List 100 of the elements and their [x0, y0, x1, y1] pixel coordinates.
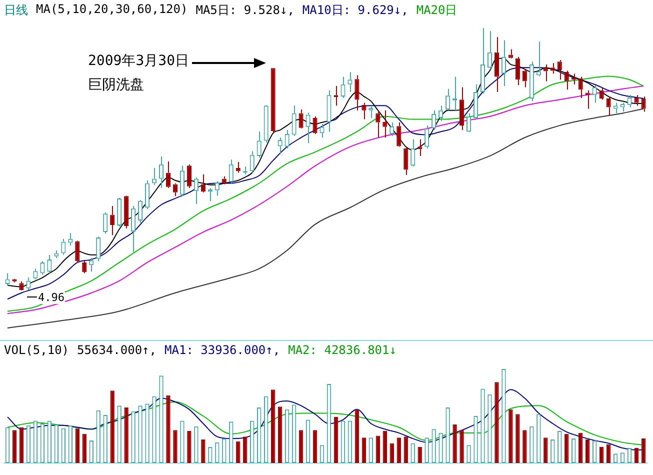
candlestick	[564, 70, 569, 90]
bar	[452, 424, 457, 463]
candlestick	[606, 96, 611, 116]
candlestick	[256, 131, 262, 158]
candlestick	[180, 165, 184, 197]
candlestick	[40, 260, 45, 276]
candlestick	[292, 105, 296, 137]
candlestick	[446, 88, 450, 111]
candlestick	[487, 30, 492, 70]
chart-title: 日线	[4, 2, 28, 18]
bar	[270, 390, 276, 463]
text: MA10日: 9.629↓,	[302, 2, 408, 18]
candlestick	[480, 28, 486, 94]
candlestick	[529, 61, 534, 102]
candlestick	[390, 122, 394, 137]
text: MA20日	[416, 2, 458, 18]
bar	[564, 434, 569, 463]
annotation: 2009年3月30日	[88, 53, 190, 70]
bar	[494, 382, 499, 463]
bar	[390, 443, 394, 463]
bar	[522, 430, 527, 463]
bar	[376, 436, 380, 463]
candlestick	[270, 68, 276, 133]
candlestick	[298, 109, 304, 128]
candlestick	[354, 74, 360, 111]
bar	[334, 416, 338, 463]
candlestick	[404, 146, 408, 176]
bar	[354, 409, 360, 463]
candlestick	[110, 206, 115, 236]
bar	[418, 447, 422, 463]
bar	[298, 430, 304, 463]
bar	[312, 430, 318, 463]
bar	[404, 436, 408, 463]
candlestick	[194, 176, 198, 204]
candlestick	[306, 112, 310, 144]
text: MA2: 42836.801↓	[288, 343, 396, 359]
candlestick	[432, 110, 436, 131]
candlestick	[131, 206, 136, 252]
text: 55634.000↑,	[77, 343, 157, 359]
candlestick	[284, 130, 290, 149]
candlestick	[494, 36, 500, 92]
chart-title: VOL(5,10)	[4, 343, 70, 359]
candlestick	[613, 102, 618, 114]
candlestick	[75, 241, 80, 263]
candlestick	[96, 236, 101, 262]
bar	[201, 440, 206, 463]
bar	[19, 427, 24, 463]
bar	[516, 414, 520, 463]
candlestick	[438, 105, 444, 122]
bar	[187, 431, 192, 463]
candlestick	[348, 72, 352, 92]
candlestick	[641, 96, 646, 112]
candlestick	[634, 94, 639, 106]
candlestick	[473, 84, 478, 120]
bar	[166, 395, 170, 463]
bar	[634, 448, 639, 463]
candlestick	[466, 112, 472, 132]
candlestick	[172, 182, 178, 197]
bar	[396, 438, 401, 463]
candlestick	[124, 196, 129, 229]
bar	[278, 406, 282, 463]
candlestick	[578, 76, 583, 99]
candlestick	[424, 125, 430, 149]
candlestick	[138, 200, 143, 224]
candlestick	[312, 116, 318, 134]
candlestick	[82, 260, 87, 274]
candlestick	[515, 56, 520, 86]
bar	[243, 436, 248, 463]
bar	[12, 430, 17, 463]
candlestick	[396, 122, 402, 146]
text: MA5日: 9.528↓,	[196, 2, 294, 18]
candlestick	[460, 86, 464, 131]
candlestick	[599, 86, 604, 100]
candlestick	[264, 106, 268, 143]
text: 4.96	[38, 291, 64, 304]
bar	[606, 444, 611, 463]
bar	[75, 428, 80, 463]
bar	[460, 430, 464, 463]
candlestick	[26, 277, 31, 290]
candlestick	[47, 254, 52, 274]
text: MA(5,10,20,30,60,120)	[36, 2, 188, 18]
candlestick	[117, 198, 122, 228]
annotation: 巨阴洗盘	[88, 77, 144, 94]
bar	[599, 447, 604, 463]
candlestick	[557, 59, 562, 80]
bar	[82, 434, 86, 463]
bar	[382, 431, 388, 463]
text: MA1: 33936.000↑,	[164, 343, 280, 359]
candlestick	[592, 84, 597, 104]
bar	[236, 441, 240, 463]
candlestick	[214, 180, 220, 196]
candlestick	[250, 150, 254, 174]
candlestick	[326, 90, 332, 132]
candlestick	[410, 138, 416, 167]
bar	[173, 430, 178, 463]
candlestick	[368, 105, 374, 118]
candlestick	[228, 159, 234, 184]
candlestick	[5, 272, 10, 286]
bar	[641, 438, 646, 463]
candlestick	[200, 174, 206, 193]
